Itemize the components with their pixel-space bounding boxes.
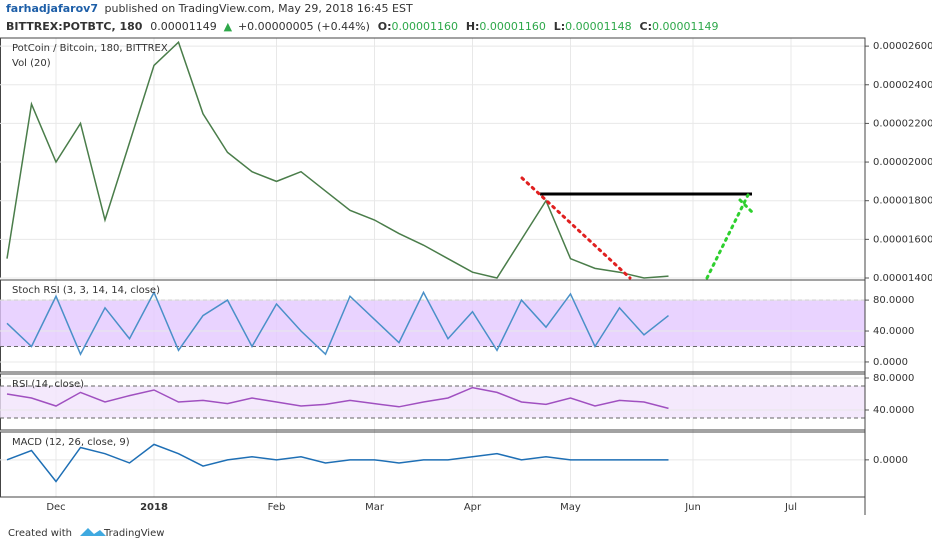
symbol: BITTREX:POTBTC, 180 [6, 20, 143, 33]
y-tick-label: 0.00001400 [873, 273, 932, 284]
ohlc-label: H: [466, 20, 480, 33]
x-tick-label: Dec [46, 502, 65, 513]
ohlc-value: 0.00001160 [391, 20, 457, 33]
header-line: farhadjafarov7 published on TradingView.… [6, 2, 413, 15]
y-tick-label: 80.0000 [873, 373, 914, 384]
projection-line [705, 193, 750, 280]
x-tick-label: Jun [684, 502, 701, 513]
pane-title: Stoch RSI (3, 3, 14, 14, close) [12, 285, 160, 296]
ohlc-value: 0.00001148 [565, 20, 631, 33]
x-tick-label: Feb [268, 502, 286, 513]
x-tick-label: Apr [464, 502, 482, 513]
pane-title: MACD (12, 26, close, 9) [12, 437, 130, 448]
y-tick-label: 40.0000 [873, 405, 914, 416]
band [0, 386, 865, 418]
y-tick-label: 0.00001600 [873, 234, 932, 245]
y-tick-label: 0.00002400 [873, 80, 932, 91]
published: published on TradingView.com, May 29, 20… [104, 2, 412, 15]
ohlc-value: 0.00001149 [652, 20, 718, 33]
series-line [6, 443, 669, 483]
series-line [6, 386, 669, 410]
last: 0.00001149 [150, 20, 216, 33]
y-tick-label: 0.00002000 [873, 157, 932, 168]
plot-area: Dec 2018 Feb Mar Apr May Jun Jul 0.00001400 0.000… [0, 37, 932, 515]
y-tick-label: 0.00002600 [873, 41, 932, 52]
x-tick-label: Jul [784, 502, 797, 513]
change: +0.00000005 (+0.44%) [238, 20, 370, 33]
x-tick-label: 2018 [140, 502, 168, 513]
ticker-line: BITTREX:POTBTC, 180 0.00001149 ▲ +0.0000… [6, 20, 718, 33]
series-line [6, 40, 669, 279]
drawings [520, 176, 754, 280]
y-tick-label: 0.00001800 [873, 196, 932, 207]
series-line [6, 290, 669, 356]
x-tick-label: Mar [365, 502, 385, 513]
logo [80, 528, 106, 536]
pane-title: RSI (14, close) [12, 379, 84, 390]
author[interactable]: farhadjafarov7 [6, 2, 98, 15]
pane-subtitle: Vol (20) [12, 58, 51, 69]
ohlc-label: L: [554, 20, 565, 33]
y-tick-label: 0.0000 [873, 357, 908, 368]
pane-title: PotCoin / Bitcoin, 180, BITTREX [12, 43, 168, 54]
y-tick-label: 40.0000 [873, 326, 914, 337]
y-tick-label: 80.0000 [873, 295, 914, 306]
brand[interactable]: TradingView [103, 528, 164, 539]
ohlc-label: O: [378, 20, 392, 33]
y-tick-label: 0.0000 [873, 455, 908, 466]
up-arrow: ▲ [224, 20, 233, 33]
ohlc-label: C: [640, 20, 652, 33]
footer-text: Created with [8, 528, 72, 539]
projection-line [738, 198, 754, 214]
x-tick-label: May [560, 502, 581, 513]
ohlc-value: 0.00001160 [479, 20, 545, 33]
y-tick-label: 0.00002200 [873, 118, 932, 129]
